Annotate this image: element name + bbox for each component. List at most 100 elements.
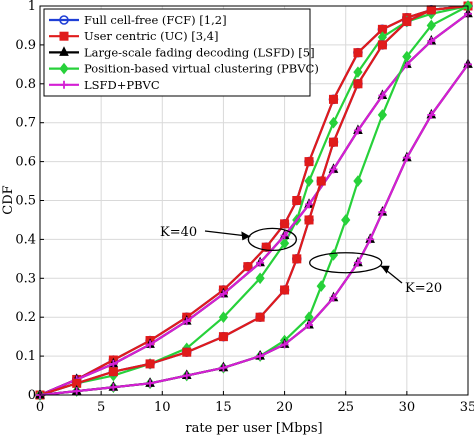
data-point <box>305 320 314 329</box>
legend-item: LSFD+PBVC <box>49 78 160 92</box>
legend-item: Position-based virtual clustering (PBVC) <box>49 62 319 76</box>
y-tick-label: 0.1 <box>15 349 36 364</box>
data-point <box>280 219 290 229</box>
annotation-label: K=40 <box>160 225 197 240</box>
legend-item: User centric (UC) [3,4] <box>49 29 218 43</box>
data-point <box>145 359 155 369</box>
data-point <box>378 91 387 100</box>
legend-label: Large-scale fading decoding (LSFD) [5] <box>84 45 315 59</box>
data-point <box>426 19 436 32</box>
y-axis-ticks: 0 0.1 0.2 0.3 0.4 0.5 0.6 0.7 0.8 0.9 1 <box>15 0 44 403</box>
x-tick-label: 30 <box>399 400 416 415</box>
legend-label: User centric (UC) [3,4] <box>84 29 218 43</box>
x-tick-label: 15 <box>215 400 232 415</box>
data-point <box>328 94 338 104</box>
legend-item: Full cell-free (FCF) [1,2] <box>49 13 227 27</box>
data-point <box>353 175 363 187</box>
y-tick-label: 0.9 <box>15 38 36 53</box>
legend-swatch-marker <box>60 80 68 89</box>
data-point <box>328 137 338 147</box>
data-point <box>109 359 118 368</box>
annotation-ellipse <box>247 227 297 252</box>
data-point <box>353 79 363 89</box>
data-point <box>292 254 302 264</box>
data-point <box>329 293 338 302</box>
data-point <box>261 242 271 252</box>
x-tick-label: 0 <box>36 400 44 415</box>
annotation-arrowhead <box>241 231 251 241</box>
data-point <box>378 208 387 217</box>
data-point <box>182 371 191 380</box>
data-point <box>305 200 314 209</box>
y-tick-label: 0.6 <box>15 155 36 170</box>
data-point <box>426 5 436 15</box>
legend-box <box>43 8 311 97</box>
series-layer <box>35 0 473 401</box>
data-point <box>304 175 314 187</box>
x-tick-label: 10 <box>154 400 171 415</box>
x-axis-ticks: 0 5 10 15 20 25 30 35 <box>36 391 474 415</box>
data-point <box>402 153 411 162</box>
data-point <box>304 157 314 167</box>
data-point <box>366 235 375 244</box>
legend-label: Full cell-free (FCF) [1,2] <box>84 13 227 27</box>
x-tick-label: 35 <box>460 400 474 415</box>
data-point <box>427 110 436 119</box>
data-point <box>280 285 290 295</box>
data-point <box>256 352 265 361</box>
legend-item: Large-scale fading decoding (LSFD) [5] <box>49 45 315 59</box>
data-point <box>353 126 362 135</box>
data-point <box>146 379 155 388</box>
data-point <box>256 258 265 267</box>
data-point <box>304 215 314 225</box>
y-tick-label: 0.4 <box>15 232 36 247</box>
data-point <box>108 367 118 377</box>
y-tick-label: 0.8 <box>15 77 36 92</box>
legend-swatch-marker <box>59 62 69 75</box>
data-point <box>377 40 387 50</box>
legend-swatch-marker <box>59 46 69 56</box>
data-point <box>353 258 362 267</box>
data-point <box>329 165 338 174</box>
y-axis-label: CDF <box>1 185 16 214</box>
y-tick-label: 0 <box>28 388 36 403</box>
data-point <box>219 363 228 372</box>
annotation-arrowhead <box>380 265 390 274</box>
legend-swatch-marker <box>59 31 69 41</box>
y-tick-label: 0.7 <box>15 116 36 131</box>
series-line <box>39 63 469 397</box>
annotations: K=40 K=20 <box>160 225 442 296</box>
legend-swatch-marker <box>59 15 69 25</box>
y-tick-label: 0.5 <box>15 194 36 209</box>
data-point <box>292 196 302 205</box>
data-point <box>280 231 289 240</box>
legend-label: LSFD+PBVC <box>84 78 160 92</box>
data-point <box>218 311 229 324</box>
data-point <box>341 214 351 226</box>
data-point <box>280 340 289 349</box>
annotation-ellipse <box>309 252 383 274</box>
data-point <box>328 116 339 129</box>
x-axis-label: rate per user [Mbps] <box>185 421 322 436</box>
data-point <box>427 37 436 46</box>
data-point <box>72 387 81 396</box>
data-point <box>255 312 265 322</box>
x-tick-label: 25 <box>337 400 354 415</box>
data-point <box>219 289 228 298</box>
legend-label: Position-based virtual clustering (PBVC) <box>84 62 319 76</box>
data-point <box>316 176 326 186</box>
series-9 <box>36 60 472 399</box>
data-point <box>243 262 253 272</box>
data-point <box>316 280 326 292</box>
annotation-label: K=20 <box>405 281 442 296</box>
data-point <box>402 50 412 63</box>
data-point <box>377 109 388 121</box>
y-tick-label: 1 <box>28 0 36 14</box>
y-tick-label: 0.3 <box>15 271 36 286</box>
x-tick-label: 20 <box>276 400 293 415</box>
x-tick-label: 5 <box>97 400 105 415</box>
data-point <box>218 332 228 342</box>
y-tick-label: 0.2 <box>15 310 36 325</box>
data-point <box>353 66 363 78</box>
